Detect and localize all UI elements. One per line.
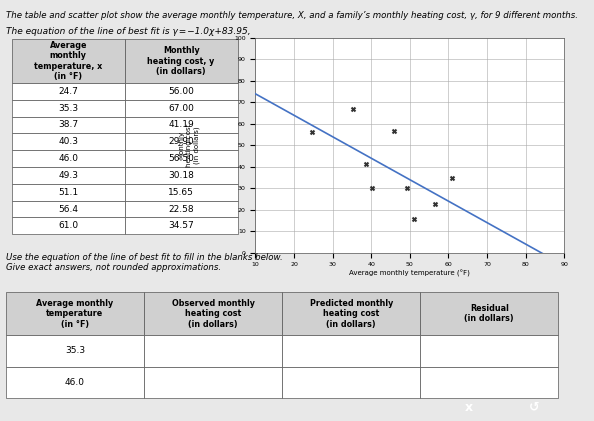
- Text: The equation of the line of best fit is γ = −1.0χ+83.95,: The equation of the line of best fit is …: [6, 27, 251, 36]
- Text: x: x: [465, 401, 473, 414]
- Text: Use the equation of the line of best fit to fill in the blanks below.
Give exact: Use the equation of the line of best fit…: [6, 253, 283, 272]
- Point: [348, 105, 358, 112]
- Y-axis label: Monthly
heating cost
(in dollars): Monthly heating cost (in dollars): [178, 123, 200, 167]
- Point: [448, 175, 457, 182]
- Point: [430, 201, 440, 208]
- Point: [308, 129, 317, 136]
- Text: ↺: ↺: [529, 401, 540, 414]
- Text: The table and scatter plot show the average monthly temperature, Χ, and a family: The table and scatter plot show the aver…: [6, 11, 578, 19]
- Point: [402, 184, 412, 191]
- Point: [409, 216, 419, 222]
- Point: [368, 185, 377, 192]
- Point: [362, 161, 371, 168]
- Point: [390, 128, 399, 135]
- X-axis label: Average monthly temperature (°F): Average monthly temperature (°F): [349, 270, 470, 277]
